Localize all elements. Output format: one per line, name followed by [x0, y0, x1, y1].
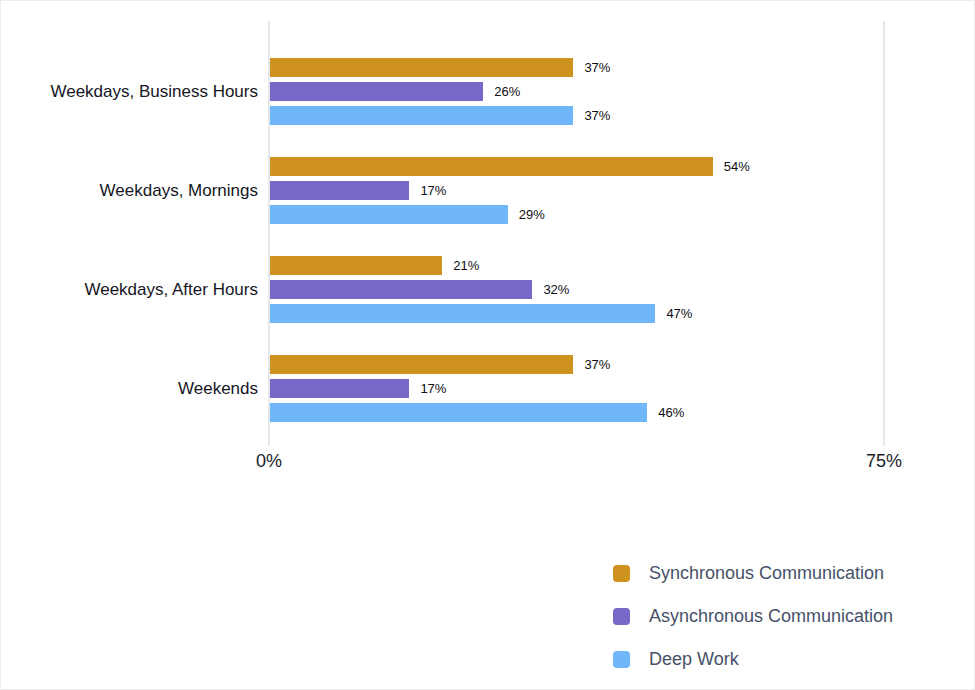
- x-tick-label-75: 75%: [842, 451, 926, 472]
- bar-asynchronous-communication-weekdays-mornings: [270, 181, 409, 200]
- value-label-synchronous-communication-weekdays-after-hours: 21%: [453, 258, 479, 274]
- gridline-75: [883, 21, 885, 446]
- value-label-deep-work-weekdays-business-hours: 37%: [584, 108, 610, 124]
- category-label-weekdays-mornings: Weekdays, Mornings: [1, 179, 258, 203]
- value-label-deep-work-weekends: 46%: [658, 405, 684, 421]
- bar-synchronous-communication-weekdays-business-hours: [270, 58, 573, 77]
- bar-asynchronous-communication-weekends: [270, 379, 409, 398]
- bar-deep-work-weekdays-after-hours: [270, 304, 655, 323]
- bar-synchronous-communication-weekdays-mornings: [270, 157, 713, 176]
- bar-asynchronous-communication-weekdays-after-hours: [270, 280, 532, 299]
- value-label-asynchronous-communication-weekdays-mornings: 17%: [420, 183, 446, 199]
- value-label-deep-work-weekdays-after-hours: 47%: [666, 306, 692, 322]
- category-label-weekdays-business-hours: Weekdays, Business Hours: [1, 80, 258, 104]
- value-label-asynchronous-communication-weekdays-business-hours: 26%: [494, 84, 520, 100]
- bar-deep-work-weekdays-business-hours: [270, 106, 573, 125]
- x-tick-label-0: 0%: [227, 451, 311, 472]
- grouped-bar-chart: 0% 75% Weekdays, Business Hours 37% 26% 37% We…: [0, 0, 975, 690]
- value-label-asynchronous-communication-weekdays-after-hours: 32%: [543, 282, 569, 298]
- bar-deep-work-weekdays-mornings: [270, 205, 508, 224]
- category-label-weekdays-after-hours: Weekdays, After Hours: [1, 278, 258, 302]
- value-label-synchronous-communication-weekdays-business-hours: 37%: [584, 60, 610, 76]
- bar-asynchronous-communication-weekdays-business-hours: [270, 82, 483, 101]
- category-label-weekends: Weekends: [1, 377, 258, 401]
- bar-synchronous-communication-weekdays-after-hours: [270, 256, 442, 275]
- value-label-deep-work-weekdays-mornings: 29%: [519, 207, 545, 223]
- bar-deep-work-weekends: [270, 403, 647, 422]
- value-label-synchronous-communication-weekdays-mornings: 54%: [724, 159, 750, 175]
- value-label-synchronous-communication-weekends: 37%: [584, 357, 610, 373]
- value-label-asynchronous-communication-weekends: 17%: [420, 381, 446, 397]
- plot-area: 0% 75% Weekdays, Business Hours 37% 26% 37% We…: [1, 1, 974, 689]
- bar-synchronous-communication-weekends: [270, 355, 573, 374]
